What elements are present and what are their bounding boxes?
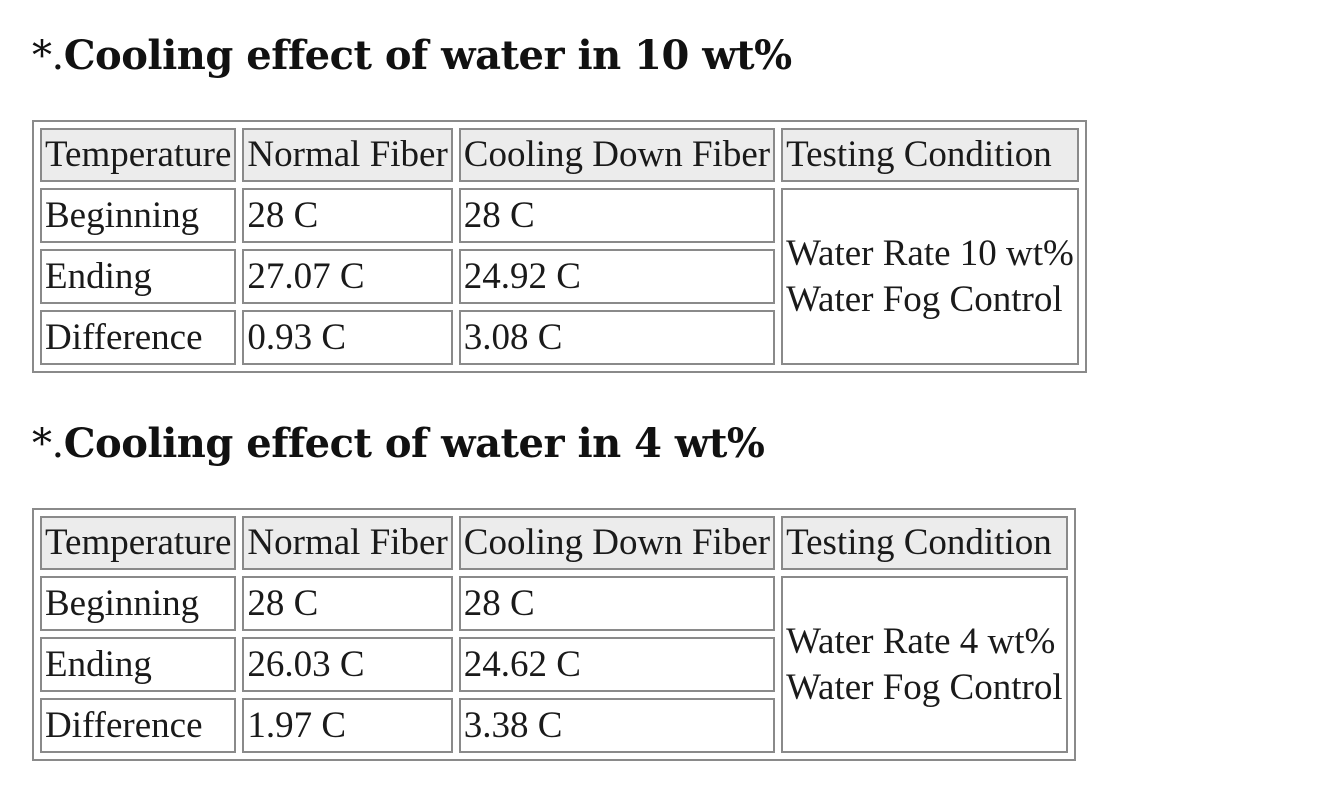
header-cooling-down-fiber: Cooling Down Fiber	[458, 516, 776, 570]
normal-fiber-value: 28 C	[242, 576, 453, 631]
row-label: Ending	[40, 249, 237, 304]
table-row: Ending 26.03 C 24.62 C	[40, 637, 1068, 692]
condition-water-rate: Water Rate 4 wt%	[786, 620, 1056, 662]
section-heading: *.Cooling effect of water in 4 wt%	[32, 418, 765, 470]
heading-marker: *.	[32, 33, 64, 79]
cooling-fiber-value: 28 C	[458, 188, 776, 243]
condition-fog-control: Water Fog Control	[786, 666, 1063, 708]
header-normal-fiber: Normal Fiber	[242, 128, 453, 182]
section-water-10wt: *.Cooling effect of water in 10 wt% Temp…	[32, 30, 1087, 373]
table-row: Difference 1.97 C 3.38 C	[40, 698, 1068, 753]
cooling-fiber-value: 24.62 C	[458, 637, 776, 692]
normal-fiber-value: 0.93 C	[242, 310, 453, 365]
testing-condition-cell: Water Rate 10 wt% Water Fog Control	[781, 188, 1079, 365]
table-row: Difference 0.93 C 3.08 C	[40, 310, 1079, 365]
header-temperature: Temperature	[40, 128, 237, 182]
cooling-fiber-value: 3.08 C	[458, 310, 776, 365]
row-label: Beginning	[40, 576, 237, 631]
heading-text: Cooling effect of water in 4 wt%	[63, 420, 765, 467]
condition-fog-control: Water Fog Control	[786, 278, 1063, 320]
header-testing-condition: Testing Condition	[781, 516, 1068, 570]
header-temperature: Temperature	[40, 516, 237, 570]
row-label: Difference	[40, 310, 237, 365]
row-label: Beginning	[40, 188, 237, 243]
row-label: Ending	[40, 637, 237, 692]
cooling-fiber-value: 24.92 C	[458, 249, 776, 304]
cooling-table: Temperature Normal Fiber Cooling Down Fi…	[32, 508, 1076, 761]
normal-fiber-value: 1.97 C	[242, 698, 453, 753]
table-row: Beginning 28 C 28 C Water Rate 10 wt% Wa…	[40, 188, 1079, 365]
condition-water-rate: Water Rate 10 wt%	[786, 232, 1074, 274]
table-header-row: Temperature Normal Fiber Cooling Down Fi…	[40, 128, 1079, 182]
cooling-fiber-value: 28 C	[458, 576, 776, 631]
table-row: Ending 27.07 C 24.92 C	[40, 249, 1079, 304]
heading-text: Cooling effect of water in 10 wt%	[63, 32, 792, 79]
cooling-fiber-value: 3.38 C	[458, 698, 776, 753]
normal-fiber-value: 28 C	[242, 188, 453, 243]
row-label: Difference	[40, 698, 237, 753]
cooling-table: Temperature Normal Fiber Cooling Down Fi…	[32, 120, 1087, 373]
table-header-row: Temperature Normal Fiber Cooling Down Fi…	[40, 516, 1068, 570]
section-heading: *.Cooling effect of water in 10 wt%	[32, 30, 792, 82]
testing-condition-cell: Water Rate 4 wt% Water Fog Control	[781, 576, 1068, 753]
section-water-4wt: *.Cooling effect of water in 4 wt% Tempe…	[32, 418, 1076, 761]
normal-fiber-value: 26.03 C	[242, 637, 453, 692]
normal-fiber-value: 27.07 C	[242, 249, 453, 304]
header-normal-fiber: Normal Fiber	[242, 516, 453, 570]
heading-marker: *.	[32, 421, 64, 467]
table-row: Beginning 28 C 28 C Water Rate 4 wt% Wat…	[40, 576, 1068, 753]
header-cooling-down-fiber: Cooling Down Fiber	[458, 128, 776, 182]
header-testing-condition: Testing Condition	[781, 128, 1079, 182]
